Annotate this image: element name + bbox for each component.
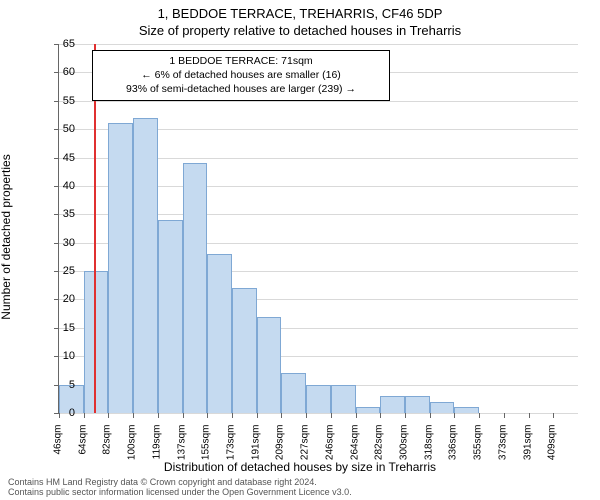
- xtick-label: 46sqm: [53, 425, 64, 475]
- ytick-label: 0: [47, 407, 75, 419]
- xtick-mark: [133, 413, 134, 418]
- xtick-label: 209sqm: [275, 425, 286, 475]
- xtick-mark: [380, 413, 381, 418]
- histogram-bar: [380, 396, 405, 413]
- xtick-label: 355sqm: [473, 425, 484, 475]
- xtick-mark: [183, 413, 184, 418]
- xtick-mark: [356, 413, 357, 418]
- xtick-label: 64sqm: [77, 425, 88, 475]
- xtick-mark: [108, 413, 109, 418]
- ytick-label: 5: [47, 379, 75, 391]
- histogram-bar: [356, 407, 381, 413]
- ytick-label: 20: [47, 293, 75, 305]
- annotation-line: 93% of semi-detached houses are larger (…: [101, 82, 381, 96]
- xtick-mark: [504, 413, 505, 418]
- xtick-label: 100sqm: [127, 425, 138, 475]
- annotation-line: 1 BEDDOE TERRACE: 71sqm: [101, 54, 381, 68]
- xtick-mark: [405, 413, 406, 418]
- xtick-mark: [257, 413, 258, 418]
- footer-line: Contains public sector information licen…: [8, 488, 352, 498]
- xtick-label: 137sqm: [176, 425, 187, 475]
- histogram-bar: [158, 220, 183, 413]
- ytick-label: 30: [47, 237, 75, 249]
- histogram-bar: [84, 271, 109, 413]
- ytick-label: 15: [47, 322, 75, 334]
- gridline: [59, 44, 578, 45]
- xtick-label: 300sqm: [399, 425, 410, 475]
- histogram-bar: [207, 254, 232, 413]
- footer-attribution: Contains HM Land Registry data © Crown c…: [8, 478, 352, 498]
- histogram-bar: [306, 385, 331, 413]
- xtick-mark: [331, 413, 332, 418]
- ytick-label: 35: [47, 208, 75, 220]
- ytick-label: 25: [47, 265, 75, 277]
- histogram-bar: [454, 407, 479, 413]
- annotation-box: 1 BEDDOE TERRACE: 71sqm ← 6% of detached…: [92, 50, 390, 101]
- ytick-label: 55: [47, 95, 75, 107]
- xtick-label: 173sqm: [226, 425, 237, 475]
- chart-title-2: Size of property relative to detached ho…: [0, 23, 600, 38]
- xtick-label: 246sqm: [324, 425, 335, 475]
- histogram-bar: [331, 385, 356, 413]
- xtick-mark: [207, 413, 208, 418]
- y-axis-label: Number of detached properties: [0, 154, 13, 319]
- xtick-label: 373sqm: [497, 425, 508, 475]
- xtick-label: 409sqm: [547, 425, 558, 475]
- xtick-mark: [430, 413, 431, 418]
- xtick-mark: [281, 413, 282, 418]
- xtick-mark: [454, 413, 455, 418]
- histogram-bar: [281, 373, 306, 413]
- xtick-mark: [158, 413, 159, 418]
- histogram-bar: [183, 163, 208, 413]
- xtick-label: 336sqm: [448, 425, 459, 475]
- histogram-bar: [257, 317, 282, 414]
- ytick-label: 10: [47, 350, 75, 362]
- xtick-mark: [306, 413, 307, 418]
- xtick-label: 155sqm: [201, 425, 212, 475]
- chart-title-1: 1, BEDDOE TERRACE, TREHARRIS, CF46 5DP: [0, 6, 600, 21]
- ytick-label: 65: [47, 38, 75, 50]
- xtick-label: 82sqm: [102, 425, 113, 475]
- histogram-bar: [133, 118, 158, 413]
- ytick-label: 60: [47, 66, 75, 78]
- chart-container: 1, BEDDOE TERRACE, TREHARRIS, CF46 5DP S…: [0, 0, 600, 500]
- xtick-mark: [479, 413, 480, 418]
- xtick-label: 227sqm: [300, 425, 311, 475]
- ytick-label: 45: [47, 152, 75, 164]
- xtick-label: 191sqm: [250, 425, 261, 475]
- histogram-bar: [430, 402, 455, 413]
- xtick-mark: [529, 413, 530, 418]
- gridline: [59, 413, 578, 414]
- xtick-mark: [84, 413, 85, 418]
- ytick-label: 50: [47, 123, 75, 135]
- ytick-label: 40: [47, 180, 75, 192]
- xtick-label: 119sqm: [151, 425, 162, 475]
- xtick-label: 391sqm: [522, 425, 533, 475]
- xtick-mark: [232, 413, 233, 418]
- annotation-line: ← 6% of detached houses are smaller (16): [101, 68, 381, 82]
- histogram-bar: [232, 288, 257, 413]
- histogram-bar: [108, 123, 133, 413]
- xtick-mark: [553, 413, 554, 418]
- xtick-label: 264sqm: [349, 425, 360, 475]
- histogram-bar: [405, 396, 430, 413]
- xtick-label: 318sqm: [423, 425, 434, 475]
- xtick-label: 282sqm: [374, 425, 385, 475]
- gridline: [59, 101, 578, 102]
